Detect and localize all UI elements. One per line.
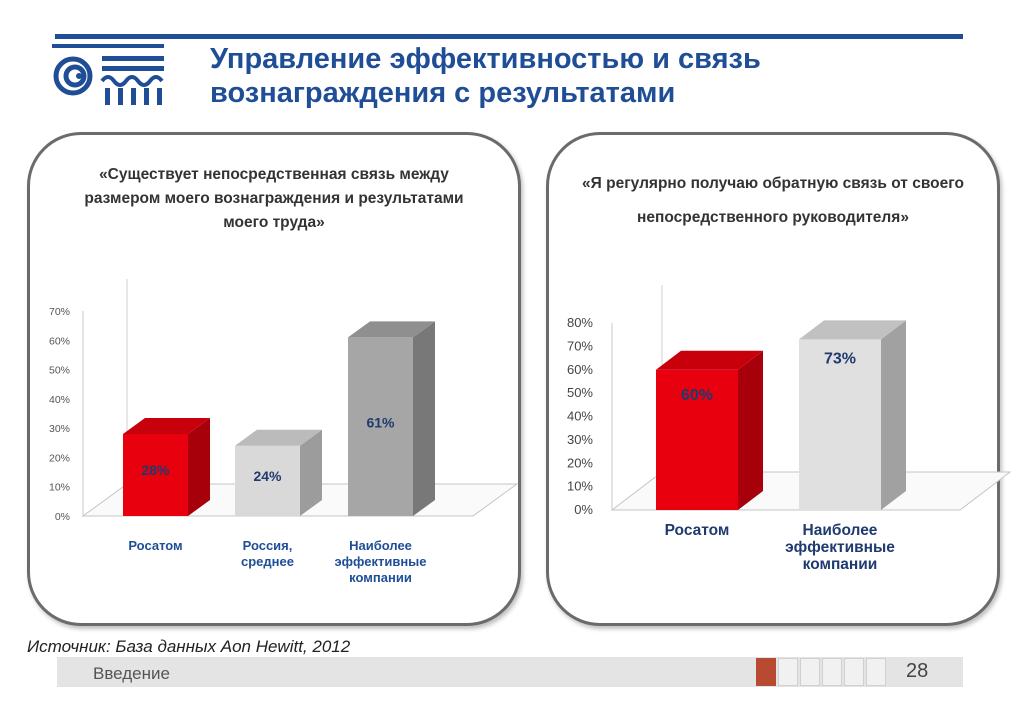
chart-left-title-line: размером моего вознаграждения и результа… bbox=[84, 190, 464, 207]
bar-front bbox=[235, 445, 300, 516]
y-tick-label: 80% bbox=[567, 315, 593, 330]
y-tick-label: 0% bbox=[55, 511, 70, 523]
footer-section-label: Введение bbox=[93, 664, 170, 683]
x-category-label: Наиболее bbox=[803, 522, 878, 539]
y-tick-label: 30% bbox=[49, 423, 70, 435]
x-category-label: компании bbox=[803, 556, 878, 573]
rosatom-logo-icon bbox=[52, 44, 164, 105]
bar-top bbox=[348, 321, 435, 338]
x-category-label: эффективные bbox=[785, 539, 895, 556]
page-number: 28 bbox=[906, 660, 929, 682]
x-category-label: Росатом bbox=[665, 522, 730, 539]
chart-panel-right: «Я регулярно получаю обратную связь от с… bbox=[546, 132, 1000, 626]
bar-top bbox=[799, 320, 906, 340]
bar-value-label: 60% bbox=[681, 387, 713, 404]
y-tick-label: 0% bbox=[574, 502, 593, 517]
bar-front bbox=[123, 434, 188, 516]
bar-value-label: 24% bbox=[253, 468, 282, 484]
bar-value-label: 73% bbox=[824, 350, 856, 367]
bar-side bbox=[188, 418, 210, 516]
y-tick-label: 50% bbox=[49, 365, 70, 377]
y-tick-label: 60% bbox=[49, 335, 70, 347]
bar-front bbox=[348, 337, 413, 516]
y-tick-label: 70% bbox=[567, 338, 593, 353]
x-category-label: Россия, bbox=[243, 538, 293, 553]
chart-right-title-line: непосредственного руководителя» bbox=[637, 209, 909, 226]
chart-left-title-line: «Существует непосредственная связь между bbox=[99, 166, 449, 183]
y-tick-label: 10% bbox=[567, 479, 593, 494]
bar-value-label: 61% bbox=[366, 414, 395, 430]
chart-left-title: «Существует непосредственная связь между… bbox=[44, 163, 504, 235]
chart-right-title-line: «Я регулярно получаю обратную связь от с… bbox=[582, 175, 964, 192]
x-category-label: эффективные bbox=[334, 554, 426, 569]
y-tick-label: 50% bbox=[567, 385, 593, 400]
progress-square bbox=[822, 658, 842, 686]
y-tick-label: 20% bbox=[567, 455, 593, 470]
bar-top bbox=[656, 350, 763, 370]
title-line-1: Управление эффективностью и связь bbox=[210, 43, 761, 75]
x-category-label: компании bbox=[349, 570, 412, 585]
bar-front bbox=[656, 369, 738, 510]
y-tick-label: 10% bbox=[49, 482, 70, 494]
bar-side bbox=[881, 320, 906, 510]
bar-side bbox=[300, 429, 322, 516]
title-line-2: вознаграждения с результатами bbox=[210, 77, 676, 109]
y-tick-label: 20% bbox=[49, 452, 70, 464]
progress-square bbox=[844, 658, 864, 686]
y-tick-label: 40% bbox=[49, 394, 70, 406]
bar-value-label: 28% bbox=[141, 462, 170, 478]
progress-square bbox=[866, 658, 886, 686]
source-note: Источник: База данных Aon Hewitt, 2012 bbox=[27, 637, 351, 656]
progress-square bbox=[778, 658, 798, 686]
y-tick-label: 70% bbox=[49, 306, 70, 318]
header-rule bbox=[55, 34, 963, 39]
chart-right-title: «Я регулярно получаю обратную связь от с… bbox=[557, 167, 989, 235]
x-category-label: Наиболее bbox=[349, 538, 412, 553]
bar-top bbox=[235, 429, 322, 446]
bar-side bbox=[738, 350, 763, 510]
y-tick-label: 60% bbox=[567, 362, 593, 377]
y-tick-label: 40% bbox=[567, 409, 593, 424]
x-category-label: среднее bbox=[241, 554, 294, 569]
y-tick-label: 30% bbox=[567, 432, 593, 447]
chart-panel-left: «Существует непосредственная связь между… bbox=[27, 132, 521, 626]
x-category-label: Росатом bbox=[128, 538, 182, 553]
progress-square-active bbox=[756, 658, 776, 686]
page-title: Управление эффективностью и связь вознаг… bbox=[210, 42, 950, 110]
progress-square bbox=[800, 658, 820, 686]
bar-front bbox=[799, 339, 881, 510]
bar-top bbox=[123, 418, 210, 434]
chart-left-title-line: моего труда» bbox=[223, 214, 325, 231]
bar-side bbox=[413, 321, 435, 516]
